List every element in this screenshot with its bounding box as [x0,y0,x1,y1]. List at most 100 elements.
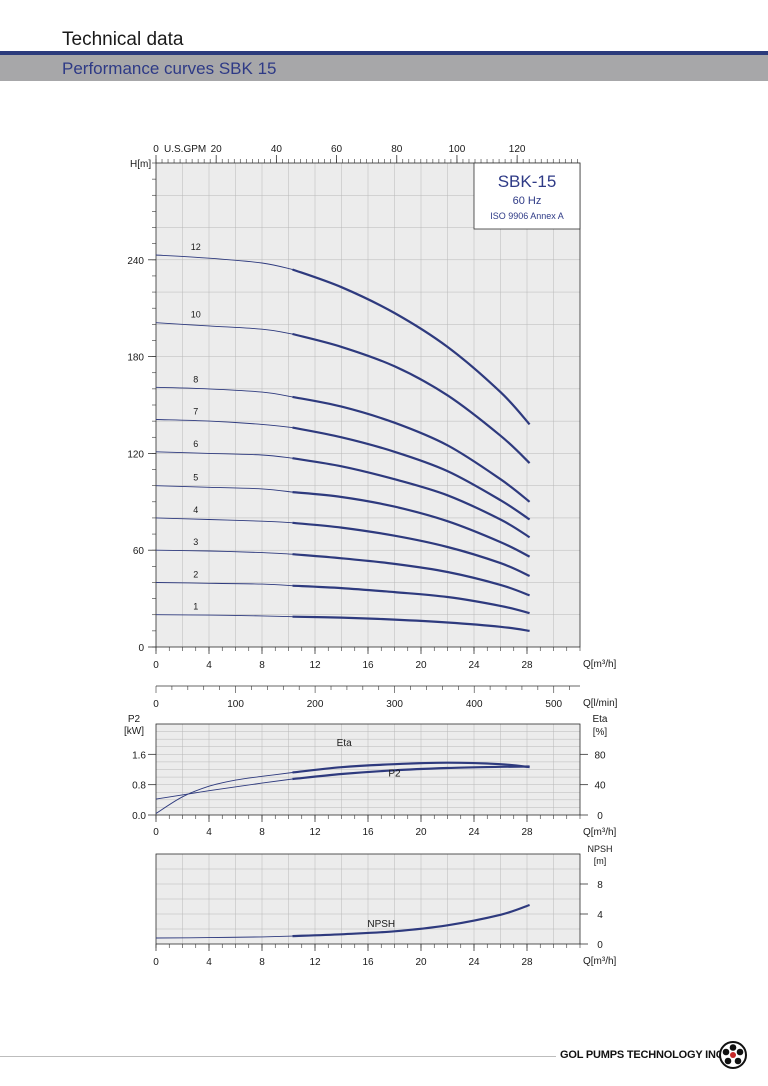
lmin-tick-label: 400 [466,699,483,710]
chart-title: SBK-15 [498,172,557,191]
section-banner: Performance curves SBK 15 [0,55,768,81]
eta-curve-label: Eta [337,738,352,749]
top-tick-label: 60 [331,144,343,155]
npsh-tick-label: 4 [597,910,603,921]
p2-axis-label: P2 [128,714,141,725]
eta-axis-label: Eta [592,714,607,725]
x-tick-label: 8 [259,827,265,838]
curve-12-thin [155,254,293,270]
curve-10-operating [292,332,531,464]
curve-7-operating [292,426,531,521]
npsh-axis-unit: [m] [594,856,607,866]
npsh-tick-label: 8 [597,880,603,891]
x-tick-label: 28 [521,660,533,671]
eta-tick-label: 40 [594,781,606,792]
x-tick-label: 20 [415,827,427,838]
curve-5-thin [155,485,293,493]
top-tick-label: 20 [211,144,223,155]
curve-label: 4 [193,505,198,515]
x-axis-label: Q[m³/h] [583,659,617,670]
curve-1-operating [292,615,530,632]
title-box [473,162,581,230]
curve-label: 8 [193,374,198,384]
lmin-tick-label: 200 [307,699,324,710]
eta-tick-label: 80 [594,750,606,761]
y-tick-label: 0 [138,643,144,654]
curve-1-thin [155,614,293,618]
page-title: Technical data [62,29,184,50]
npsh-x-axis-label: Q[m³/h] [583,956,617,967]
y-tick-label: 240 [127,256,144,267]
lmin-tick-label: 0 [153,699,159,710]
p2-tick-label: 1.6 [132,750,146,761]
footer-divider [0,1056,556,1057]
p2-tick-label: 0.0 [132,811,146,822]
top-tick-label: 40 [271,144,283,155]
lmin-tick-label: 300 [386,699,403,710]
curve-4-thin [155,517,293,524]
x-tick-label: 28 [521,957,533,968]
npsh-curve-label: NPSH [367,919,395,930]
curve-label: 3 [193,537,198,547]
x-tick-label: 16 [362,827,374,838]
x-tick-label: 16 [362,957,374,968]
curve-6-thin [155,451,293,459]
y-axis-label: H[m] [130,159,151,170]
curve-label: 10 [191,310,201,320]
lmin-axis-label: Q[l/min] [583,698,618,709]
x-tick-label: 20 [415,660,427,671]
eta-tick-label: 0 [597,811,603,822]
top-tick-label: 120 [509,144,526,155]
curve-6-operating [292,457,531,539]
x-tick-label: 0 [153,957,159,968]
curve-7-thin [155,419,293,429]
chart-frequency: 60 Hz [513,195,542,207]
top-tick-label: 0 [153,144,159,155]
footer-company: GOL PUMPS TECHNOLOGY INC [560,1049,724,1061]
y-tick-label: 60 [133,546,145,557]
x-tick-label: 0 [153,660,159,671]
x-tick-label: 24 [468,827,480,838]
p2-curve-label: P2 [388,768,401,779]
curve-3-thin [155,549,293,555]
curve-label: 1 [193,602,198,612]
curve-label: 12 [191,242,201,252]
curve-p2-thin [155,778,293,800]
curve-npsh-thin [155,935,293,939]
p2-axis-unit: [kW] [124,726,144,737]
top-axis-label: U.S.GPM [164,144,206,155]
curve-12-operating [292,268,531,426]
header-accent-bar [0,51,768,55]
x-tick-label: 28 [521,827,533,838]
x-tick-label: 4 [206,827,212,838]
x-tick-label: 4 [206,660,212,671]
curve-label: 2 [193,569,198,579]
x-tick-label: 24 [468,660,480,671]
y-tick-label: 120 [127,449,144,460]
top-tick-label: 100 [449,144,466,155]
eta-axis-unit: [%] [593,727,608,738]
x-tick-label: 8 [259,957,265,968]
x-tick-label: 24 [468,957,480,968]
x-tick-label: 12 [309,957,321,968]
curve-8-thin [155,386,293,398]
power-x-axis-label: Q[m³/h] [583,827,617,838]
npsh-tick-label: 0 [597,940,603,951]
lmin-tick-label: 100 [227,699,244,710]
curve-eta-thin [155,772,293,814]
curve-label: 6 [193,439,198,449]
curve-2-thin [155,582,293,587]
curve-label: 5 [193,473,198,483]
x-tick-label: 12 [309,827,321,838]
chart-standard: ISO 9906 Annex A [490,211,564,221]
x-tick-label: 16 [362,660,374,671]
curve-2-operating [292,584,530,615]
section-subtitle: Performance curves SBK 15 [62,59,277,78]
curve-p2-operating [292,765,530,781]
curve-3-operating [292,553,530,597]
curve-label: 7 [193,407,198,417]
x-tick-label: 4 [206,957,212,968]
curve-10-thin [155,322,293,335]
top-tick-label: 80 [391,144,403,155]
